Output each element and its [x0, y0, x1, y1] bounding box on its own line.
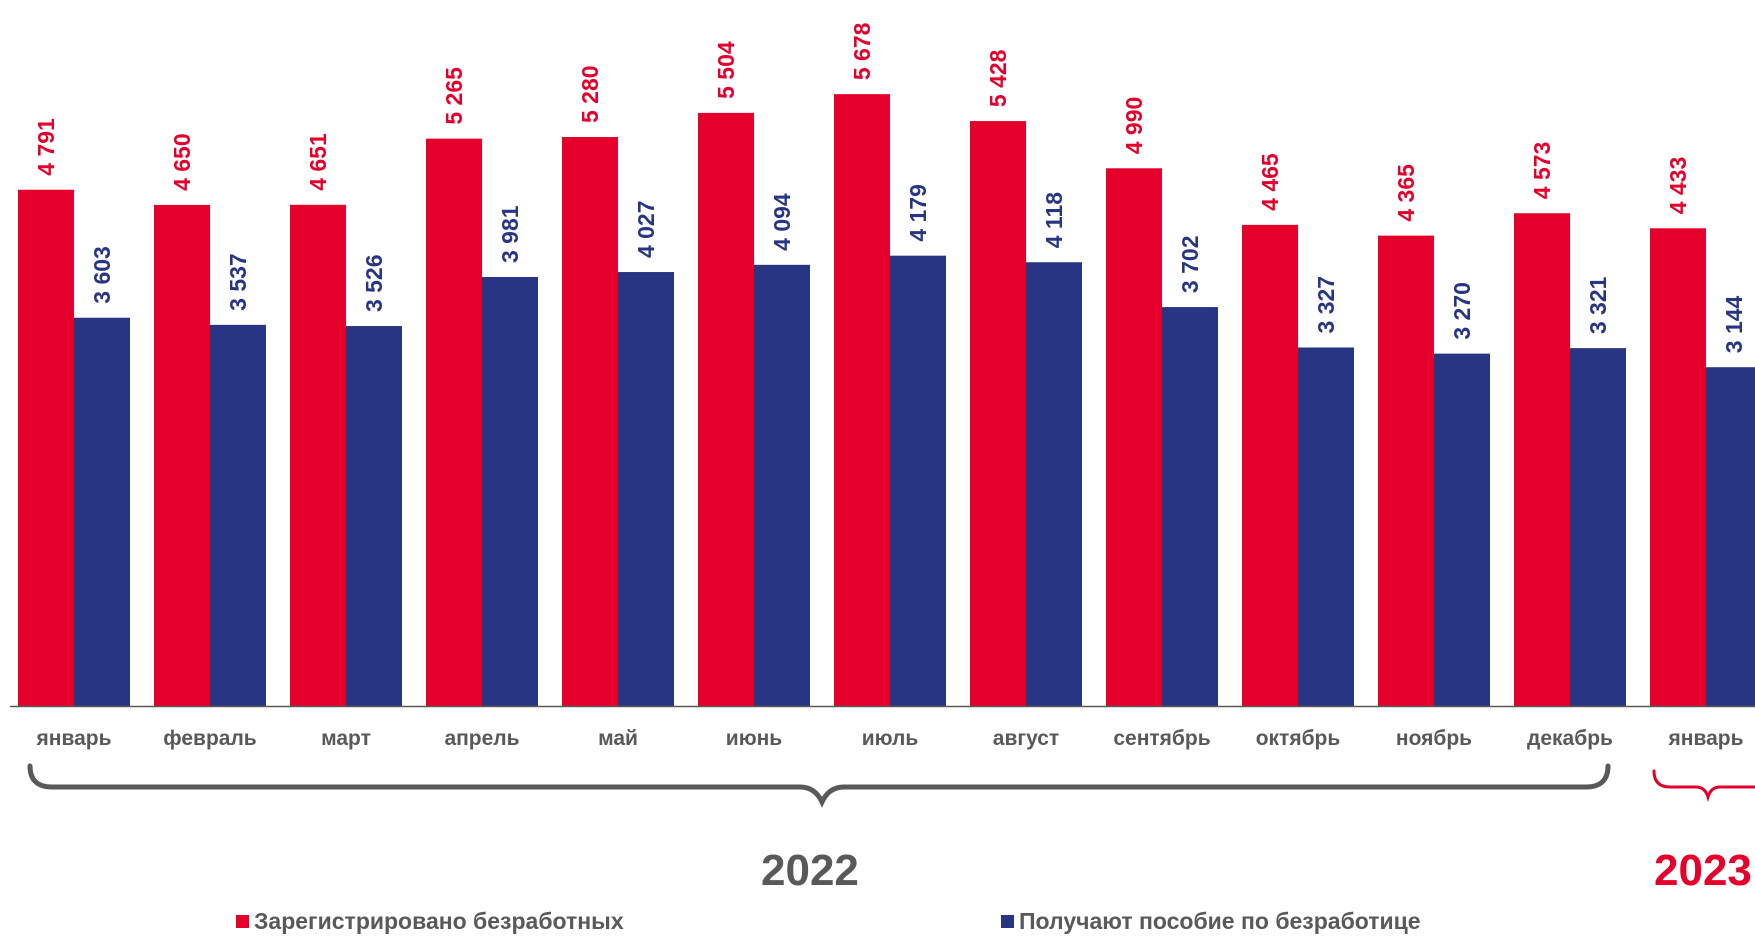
category-label-6: июль [862, 727, 919, 750]
value-label-registered-5: 5 504 [713, 41, 739, 99]
bar-registered-8 [1106, 168, 1162, 707]
bar-registered-6 [834, 94, 890, 706]
year-label-2023: 2023 [1654, 846, 1752, 895]
value-label-benefits-3: 3 981 [497, 205, 523, 263]
value-label-registered-8: 4 990 [1121, 97, 1147, 155]
value-label-benefits-4: 4 027 [633, 200, 659, 258]
legend-label-benefits: Получают пособие по безработице [1019, 908, 1421, 934]
value-label-registered-11: 4 573 [1529, 142, 1555, 200]
bar-benefits-4 [618, 272, 674, 706]
year-braces-layer [27, 763, 1755, 808]
category-label-7: август [993, 727, 1059, 750]
legend-item-registered: Зарегистрировано безработных [236, 908, 624, 935]
bar-benefits-12 [1706, 367, 1755, 706]
value-label-registered-3: 5 265 [441, 67, 467, 125]
category-label-3: апрель [444, 727, 519, 750]
legend-swatch-blue [1001, 915, 1014, 928]
category-label-4: май [598, 727, 638, 750]
bar-benefits-3 [482, 277, 538, 706]
bar-benefits-2 [346, 326, 402, 706]
category-label-12: январь [1668, 727, 1744, 750]
legend-swatch-red [236, 915, 249, 928]
bar-benefits-9 [1298, 347, 1354, 706]
bar-benefits-10 [1434, 353, 1490, 706]
value-label-registered-4: 5 280 [577, 65, 603, 123]
value-label-benefits-0: 3 603 [89, 246, 115, 304]
legend-item-benefits: Получают пособие по безработице [1001, 908, 1421, 935]
bar-registered-12 [1650, 228, 1706, 706]
value-labels-layer: 4 791 3 603 4 650 3 537 4 651 3 526 5 265 3 981… [33, 22, 1747, 353]
bar-benefits-7 [1026, 262, 1082, 706]
value-label-benefits-5: 4 094 [769, 193, 795, 251]
bar-benefits-0 [74, 317, 130, 706]
value-label-registered-1: 4 650 [169, 133, 195, 191]
category-label-11: декабрь [1527, 727, 1613, 750]
value-label-benefits-7: 4 118 [1041, 192, 1067, 248]
year-label-2022: 2022 [761, 846, 859, 895]
brace-2022 [27, 763, 1611, 808]
category-label-9: октябрь [1256, 727, 1341, 750]
brace-2023 [1652, 769, 1755, 803]
bar-registered-10 [1378, 235, 1434, 706]
category-labels-layer: январь февраль март апрель май июнь июль август… [36, 727, 1744, 750]
value-label-benefits-6: 4 179 [905, 184, 931, 242]
category-label-0: январь [36, 727, 112, 750]
value-label-registered-2: 4 651 [305, 133, 331, 191]
value-label-registered-0: 4 791 [33, 118, 59, 176]
bar-benefits-8 [1162, 307, 1218, 706]
value-label-benefits-2: 3 526 [361, 254, 387, 312]
value-label-registered-9: 4 465 [1257, 153, 1283, 211]
bar-registered-1 [154, 204, 210, 706]
bar-registered-2 [290, 204, 346, 707]
bar-benefits-1 [210, 324, 266, 706]
category-label-5: июнь [726, 727, 783, 750]
value-label-registered-7: 5 428 [985, 49, 1011, 107]
category-label-10: ноябрь [1396, 727, 1472, 750]
bars-layer [18, 94, 1755, 707]
value-label-registered-6: 5 678 [849, 22, 875, 80]
bar-registered-11 [1514, 213, 1570, 707]
category-label-8: сентябрь [1113, 727, 1210, 750]
value-label-benefits-8: 3 702 [1177, 236, 1203, 294]
bar-registered-7 [970, 121, 1026, 706]
value-label-benefits-9: 3 327 [1313, 276, 1339, 334]
bar-registered-9 [1242, 224, 1298, 706]
bar-benefits-6 [890, 255, 946, 706]
value-label-benefits-10: 3 270 [1449, 282, 1475, 340]
value-label-registered-12: 4 433 [1665, 157, 1691, 215]
legend-label-registered: Зарегистрировано безработных [254, 908, 624, 934]
bar-registered-0 [18, 189, 74, 706]
bar-benefits-11 [1570, 348, 1626, 706]
category-label-2: март [321, 727, 371, 750]
bar-registered-5 [698, 112, 754, 706]
value-label-benefits-1: 3 537 [225, 253, 251, 311]
category-label-1: февраль [163, 727, 257, 750]
value-label-registered-10: 4 365 [1393, 164, 1419, 222]
bar-registered-3 [426, 138, 482, 706]
value-label-benefits-11: 3 321 [1585, 276, 1611, 334]
bar-benefits-5 [754, 264, 810, 706]
bar-registered-4 [562, 137, 618, 706]
value-label-benefits-12: 3 144 [1721, 295, 1747, 353]
